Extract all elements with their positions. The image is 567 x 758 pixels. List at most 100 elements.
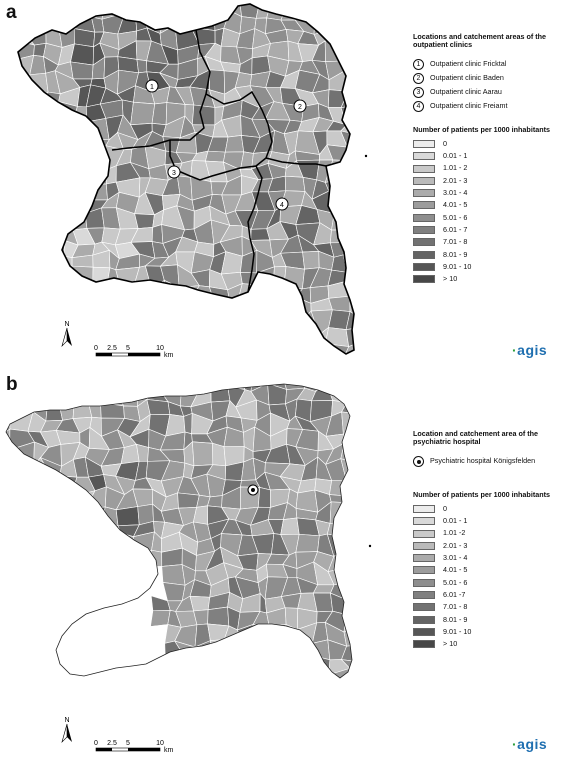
- class-swatch: [413, 238, 435, 247]
- legend-title-a: Locations and catchement areas of the ou…: [413, 32, 547, 50]
- clinic-marker-3: 3: [167, 165, 181, 179]
- class-label: 4.01 - 5: [443, 200, 468, 210]
- hospital-symbol-icon: [413, 456, 424, 468]
- class-swatch: [413, 615, 435, 624]
- map-panel-a: a 1 2 3 4 N: [0, 0, 567, 372]
- class-label: 3.01 - 4: [443, 553, 468, 563]
- panel_a-class-10: 9.01 - 10: [413, 261, 563, 273]
- class-swatch: [413, 627, 435, 636]
- class-label: 8.01 - 9: [443, 249, 468, 259]
- class-label: > 10: [443, 274, 458, 284]
- panel_b-class-0: 0: [413, 503, 563, 515]
- class-label: 0.01 - 1: [443, 151, 468, 161]
- legend-hospital: Psychiatric hospital Königsfelden: [413, 455, 563, 469]
- svg-text:2.5: 2.5: [107, 345, 117, 352]
- svg-text:N: N: [64, 321, 69, 328]
- legend-clinic-4: 4 Outpatient clinic Freiamt: [413, 100, 563, 114]
- class-label: 0.01 - 1: [443, 516, 468, 526]
- panel_a-class-0: 0: [413, 138, 563, 150]
- class-label: 3.01 - 4: [443, 188, 468, 198]
- class-swatch: [413, 529, 435, 538]
- panel-label-b: b: [6, 374, 18, 395]
- svg-text:10: 10: [156, 740, 164, 747]
- municipality-cells-b: [6, 384, 352, 678]
- agis-logo-a: ·agis: [512, 342, 548, 358]
- north-arrow-b: N: [61, 717, 72, 744]
- class-swatch: [413, 578, 435, 587]
- svg-text:5: 5: [126, 345, 130, 352]
- class-label: 6.01 - 7: [443, 224, 468, 234]
- clinic-markers-a: 1 2 3 4: [145, 79, 307, 211]
- legend-clinic-3: 3 Outpatient clinic Aarau: [413, 86, 563, 100]
- panel_a-class-2: 1.01 - 2: [413, 162, 563, 174]
- svg-text:0: 0: [94, 345, 98, 352]
- class-label: 9.01 - 10: [443, 626, 472, 636]
- class-label: 7.01 - 8: [443, 602, 468, 612]
- svg-text:5: 5: [126, 740, 130, 747]
- clinic-marker-2: 2: [293, 99, 307, 113]
- panel_a-class-1: 0.01 - 1: [413, 150, 563, 162]
- panel_a-class-4: 3.01 - 4: [413, 187, 563, 199]
- clinic-marker-1: 1: [145, 79, 159, 93]
- class-swatch: [413, 189, 435, 198]
- legend-clinic-2: 2 Outpatient clinic Baden: [413, 72, 563, 86]
- class-label: 7.01 - 8: [443, 237, 468, 247]
- class-label: 5.01 - 6: [443, 212, 468, 222]
- scale-bar-b: 0 2.5 5 10 km: [94, 740, 173, 754]
- svg-text:km: km: [164, 352, 174, 359]
- class-label: 5.01 - 6: [443, 577, 468, 587]
- class-swatch: [413, 603, 435, 612]
- class-label: 0: [443, 138, 447, 148]
- class-list-a: 0 0.01 - 1 1.01 - 2 2.01 - 3 3.01 - 4 4.01 - …: [413, 138, 563, 286]
- clinic-marker-4: 4: [275, 197, 289, 211]
- class-label: 9.01 - 10: [443, 261, 472, 271]
- class-swatch: [413, 139, 435, 148]
- panel_b-class-4: 3.01 - 4: [413, 552, 563, 564]
- canton-map-a: 1 2 3 4 N 0 2.5 5 10 km: [17, 3, 368, 359]
- panel_a-class-3: 2.01 - 3: [413, 175, 563, 187]
- class-swatch: [413, 164, 435, 173]
- class-swatch: [413, 250, 435, 259]
- hospital-marker-b: [247, 484, 259, 496]
- panel_a-class-6: 5.01 - 6: [413, 212, 563, 224]
- class-swatch: [413, 152, 435, 161]
- panel_b-class-11: > 10: [413, 638, 563, 650]
- panel_b-class-7: 6.01 -7: [413, 589, 563, 601]
- panel_b-class-2: 1.01 -2: [413, 527, 563, 539]
- class-label: 0: [443, 503, 447, 513]
- classes-title-a: Number of patients per 1000 inhabitants: [413, 124, 550, 134]
- panel_a-class-7: 6.01 - 7: [413, 224, 563, 236]
- panel_a-class-11: > 10: [413, 273, 563, 285]
- legend-a: Locations and catchement areas of the ou…: [413, 32, 563, 286]
- class-swatch: [413, 201, 435, 210]
- north-arrow-a: N: [61, 321, 72, 348]
- class-label: 1.01 -2: [443, 528, 466, 538]
- panel_b-class-3: 2.01 - 3: [413, 540, 563, 552]
- map-panel-b: b N 0 2.5 5 10 km Location and catchemen…: [0, 372, 567, 758]
- class-label: 4.01 - 5: [443, 565, 468, 575]
- panel_b-class-1: 0.01 - 1: [413, 515, 563, 527]
- legend-title-b: Location and catchement area of the psyc…: [413, 429, 539, 447]
- svg-text:3: 3: [172, 170, 176, 177]
- class-swatch: [413, 640, 435, 649]
- legend-clinic-1: 1 Outpatient clinic Fricktal: [413, 58, 563, 72]
- legend-b: Location and catchement area of the psyc…: [413, 429, 563, 650]
- class-swatch: [413, 517, 435, 526]
- svg-text:N: N: [64, 717, 69, 724]
- panel_b-class-9: 8.01 - 9: [413, 614, 563, 626]
- class-swatch: [413, 504, 435, 513]
- class-swatch: [413, 213, 435, 222]
- class-swatch: [413, 176, 435, 185]
- canton-map-b: N 0 2.5 5 10 km: [5, 383, 372, 754]
- svg-text:10: 10: [156, 345, 164, 352]
- panel_b-class-6: 5.01 - 6: [413, 577, 563, 589]
- class-label: 2.01 - 3: [443, 540, 468, 550]
- panel_a-class-9: 8.01 - 9: [413, 249, 563, 261]
- class-swatch: [413, 554, 435, 563]
- class-label: 6.01 -7: [443, 589, 466, 599]
- class-label: 1.01 - 2: [443, 163, 468, 173]
- catchment-boundaries-a: [111, 29, 327, 293]
- panel-label-a: a: [6, 2, 17, 23]
- class-label: > 10: [443, 639, 458, 649]
- class-swatch: [413, 262, 435, 271]
